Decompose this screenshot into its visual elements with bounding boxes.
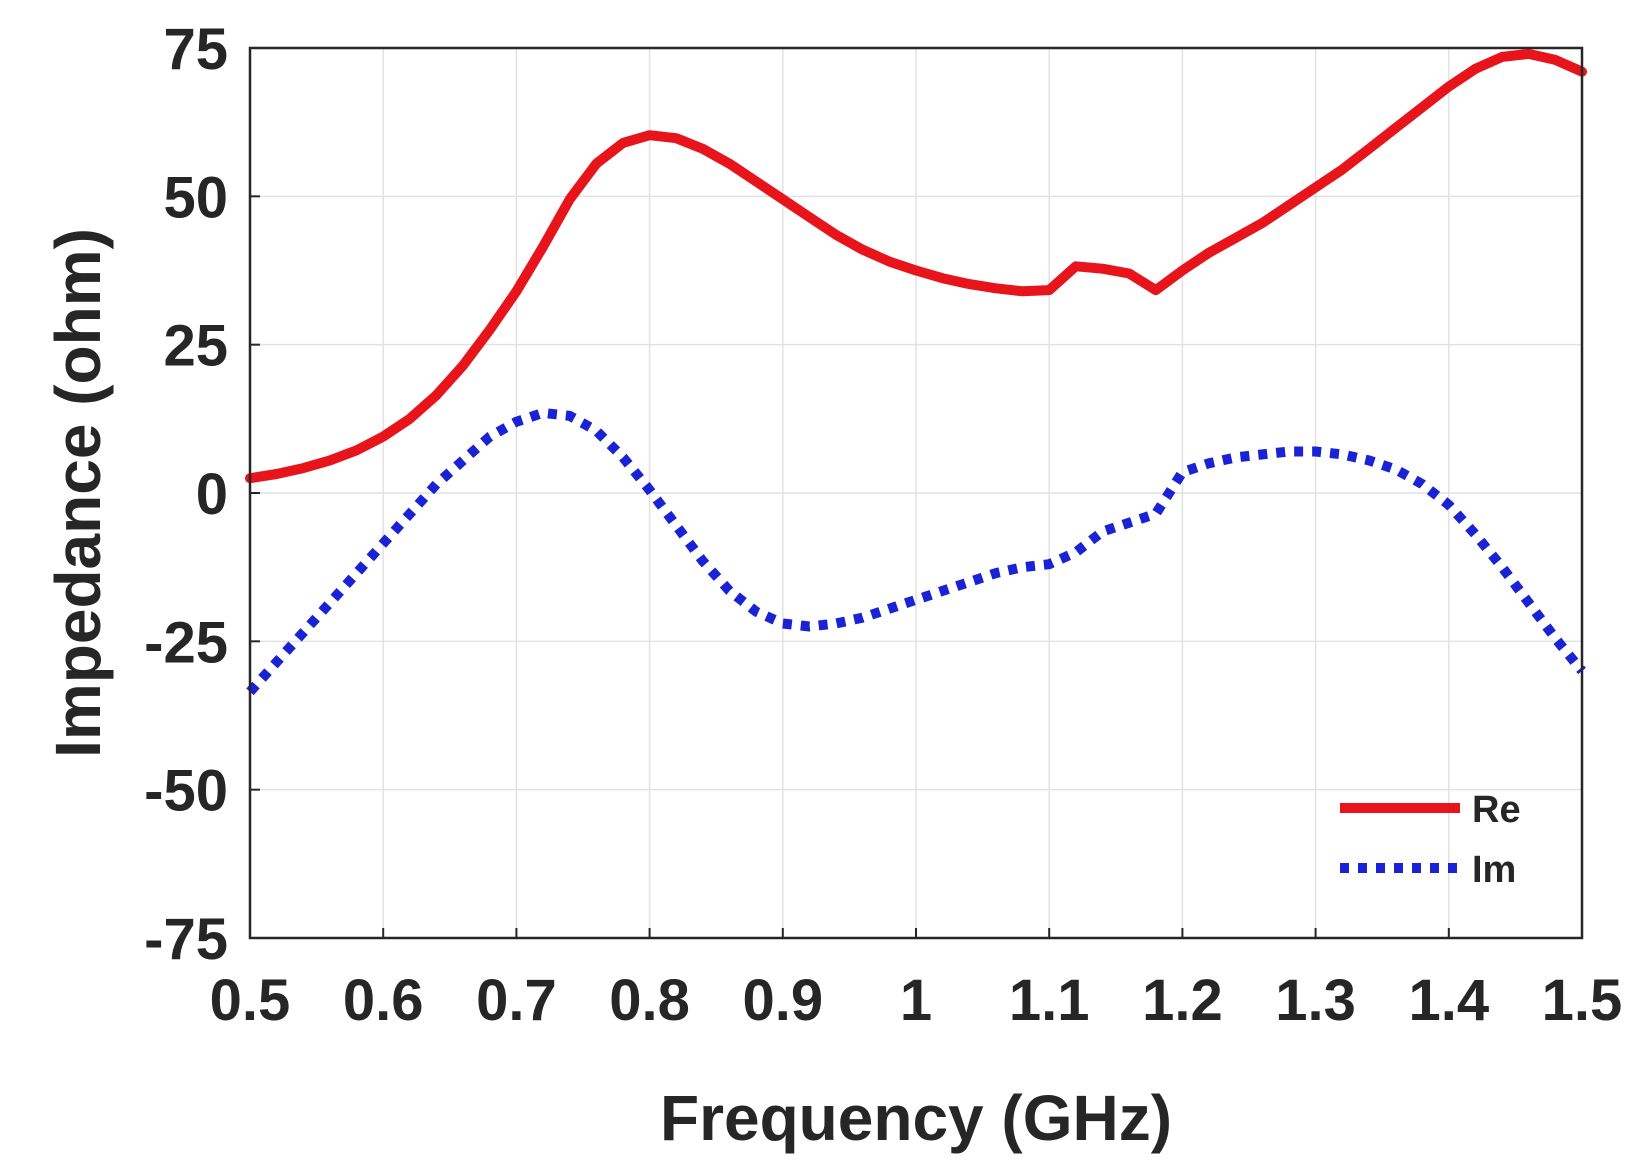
legend: Re Im bbox=[1340, 789, 1521, 891]
y-tick-label: -50 bbox=[144, 759, 228, 824]
y-axis-ticks: 75 50 25 0 -25 -50 -75 bbox=[144, 17, 260, 972]
x-axis-title: Frequency (GHz) bbox=[660, 1082, 1172, 1154]
y-tick-label: 25 bbox=[163, 314, 228, 379]
x-tick-label: 1.2 bbox=[1142, 968, 1223, 1033]
x-tick-label: 0.8 bbox=[609, 968, 690, 1033]
x-tick-label: 1 bbox=[900, 968, 932, 1033]
y-tick-label: 75 bbox=[163, 17, 228, 82]
y-tick-label: 0 bbox=[196, 462, 228, 527]
x-tick-label: 1.5 bbox=[1542, 968, 1623, 1033]
x-tick-label: 0.5 bbox=[210, 968, 291, 1033]
legend-label-re: Re bbox=[1472, 789, 1521, 831]
x-tick-label: 1.4 bbox=[1408, 968, 1489, 1033]
x-axis-ticks: 0.5 0.6 0.7 0.8 0.9 1 1.1 1.2 1.3 1.4 1.5 bbox=[210, 928, 1623, 1033]
x-tick-label: 1.3 bbox=[1275, 968, 1356, 1033]
y-tick-label: 50 bbox=[163, 165, 228, 230]
x-tick-label: 0.7 bbox=[476, 968, 557, 1033]
series-line-im bbox=[246, 407, 1586, 696]
series-layer bbox=[245, 48, 1587, 696]
y-axis-title: Impedance (ohm) bbox=[42, 228, 114, 758]
legend-label-im: Im bbox=[1472, 849, 1516, 891]
x-tick-label: 0.6 bbox=[343, 968, 424, 1033]
series-line-re bbox=[245, 48, 1587, 484]
x-tick-label: 1.1 bbox=[1009, 968, 1090, 1033]
y-tick-label: -75 bbox=[144, 907, 228, 972]
x-tick-label: 0.9 bbox=[742, 968, 823, 1033]
y-tick-label: -25 bbox=[144, 610, 228, 675]
